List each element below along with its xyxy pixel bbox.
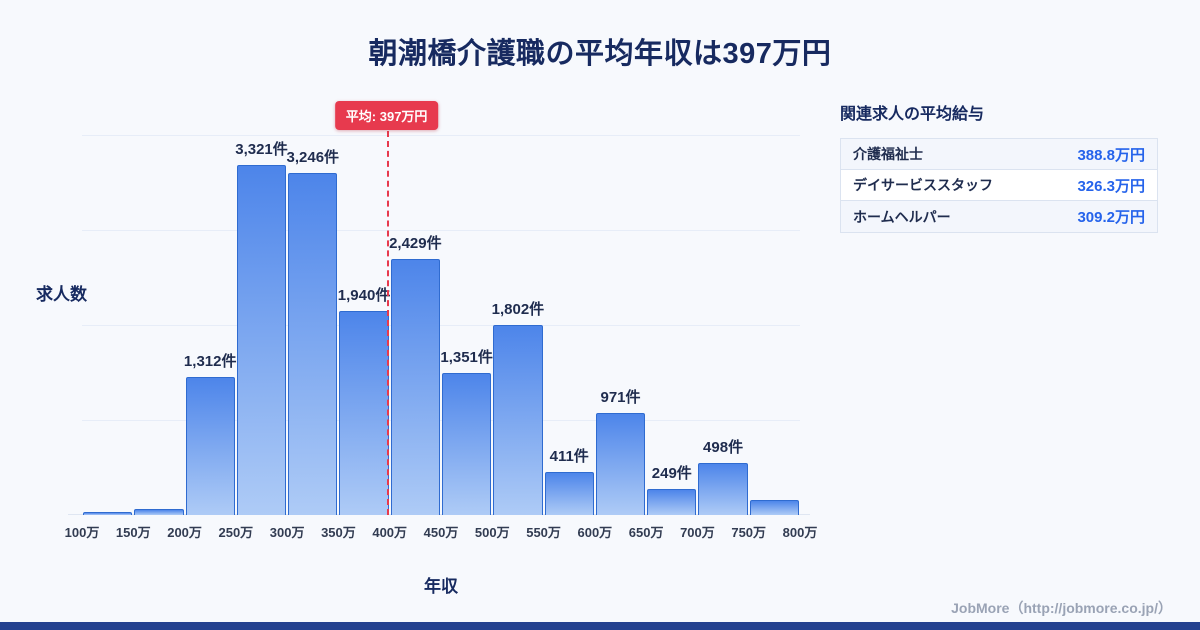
job-title: 介護福祉士 [853,146,923,162]
histogram-bar [544,472,594,515]
bar-value-label: 498件 [703,439,744,456]
x-tick-label: 700万 [680,525,715,540]
bar-value-label: 411件 [549,448,589,465]
x-tick-label: 350万 [321,525,356,540]
footer-credit: JobMore（http://jobmore.co.jp/） [951,600,1172,616]
histogram-bar [647,489,697,515]
x-axis-label: 年収 [424,577,458,596]
x-tick-label: 600万 [577,525,613,540]
bar-value-label: 2,429件 [389,235,442,252]
histogram-bar [442,373,492,515]
related-job-row: 介護福祉士 388.8万円 [841,139,1157,170]
histogram-bar [288,173,338,515]
x-tick-label: 200万 [167,525,202,540]
related-job-row: デイサービススタッフ 326.3万円 [841,170,1157,201]
bar-value-label: 3,321件 [235,141,288,158]
x-tick-label: 300万 [269,525,305,540]
histogram-bar [493,325,543,515]
x-tick-label: 650万 [628,525,664,540]
histogram-bar [749,500,799,515]
x-tick-label: 100万 [64,525,100,540]
histogram-bar [390,259,440,515]
bar-value-label: 1,351件 [440,349,493,366]
job-title: ホームヘルパー [853,208,951,225]
gridline [82,325,800,326]
bar-value-label: 3,246件 [286,149,340,166]
histogram-bar [236,165,287,515]
x-tick-label: 450万 [423,525,459,540]
bottom-accent-bar [0,622,1200,630]
x-tick-label: 550万 [526,525,561,540]
histogram-bar [595,413,646,515]
page-title: 朝潮橋介護職の平均年収は397万円 [368,38,832,70]
histogram-bar [134,509,184,515]
bar-value-label: 1,802件 [491,301,545,318]
histogram-bar [698,463,748,515]
gridline [82,230,800,231]
x-tick-label: 500万 [474,525,510,540]
gridline [82,135,800,136]
job-salary: 309.2万円 [1077,209,1145,226]
bar-value-label: 1,940件 [337,287,391,304]
bar-value-label: 971件 [600,389,641,406]
related-jobs-table: 介護福祉士 388.8万円 デイサービススタッフ 326.3万円 ホームヘルパー… [840,138,1158,233]
related-jobs-heading: 関連求人の平均給与 [840,106,985,123]
x-tick-label: 800万 [782,525,818,540]
x-tick-label: 400万 [372,525,408,540]
job-salary: 388.8万円 [1077,146,1145,164]
x-tick-label: 750万 [731,525,767,540]
gridline [82,420,800,421]
job-title: デイサービススタッフ [853,177,993,193]
histogram-bar [83,512,133,515]
average-badge: 平均: 397万円 [334,101,439,130]
histogram-bar [339,311,389,515]
x-tick-label: 150万 [115,525,151,540]
y-axis-label: 求人数 [36,285,87,304]
average-line [386,131,389,515]
x-tick-label: 250万 [218,525,254,540]
bar-value-label: 1,312件 [183,353,237,370]
histogram-bar [185,377,235,515]
job-salary: 326.3万円 [1077,177,1145,195]
salary-histogram: 1,312件 3,321件 3,246件 1,940件 2,429件 1,351件 1,80… [65,100,817,540]
related-job-row: ホームヘルパー 309.2万円 [841,201,1157,232]
bar-value-label: 249件 [651,465,692,482]
